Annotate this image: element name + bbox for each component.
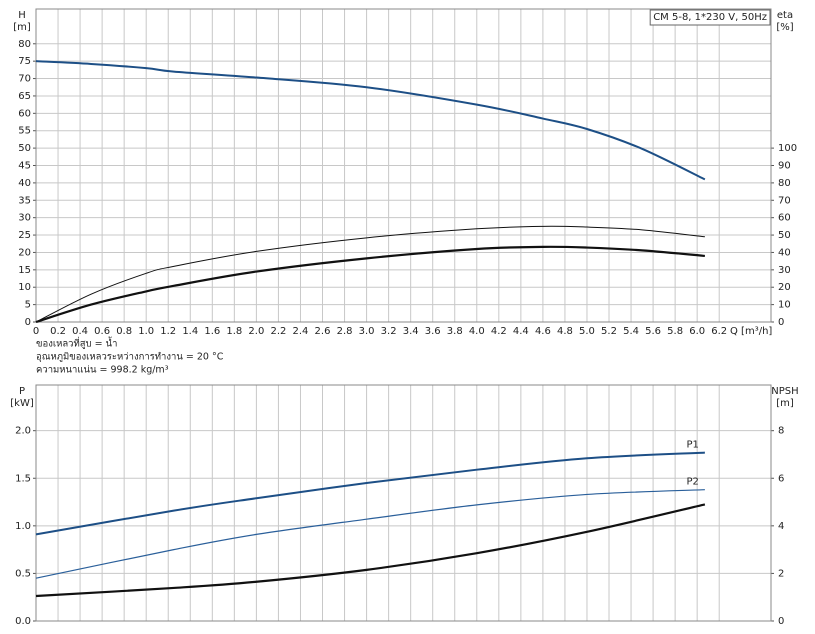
y2-tick-label: 0 bbox=[778, 317, 784, 328]
y-axis-unit: [kW] bbox=[10, 398, 34, 409]
x-axis-label: Q [m³/h] bbox=[730, 326, 772, 337]
x-tick-label: 1.6 bbox=[204, 326, 220, 337]
y-tick-label: 75 bbox=[18, 56, 31, 67]
y2-tick-label: 90 bbox=[778, 161, 791, 172]
y2-axis-label: eta bbox=[777, 10, 793, 21]
x-tick-label: 5.6 bbox=[645, 326, 661, 337]
x-tick-label: 5.4 bbox=[623, 326, 639, 337]
series-label: P1 bbox=[686, 440, 698, 451]
y-tick-label: 25 bbox=[18, 230, 31, 241]
x-tick-label: 3.8 bbox=[447, 326, 463, 337]
x-tick-label: 1.2 bbox=[160, 326, 176, 337]
y2-axis-unit: [m] bbox=[776, 398, 794, 409]
x-tick-label: 6.0 bbox=[689, 326, 705, 337]
x-tick-label: 4.0 bbox=[469, 326, 485, 337]
x-tick-label: 4.6 bbox=[535, 326, 551, 337]
y2-tick-label: 50 bbox=[778, 230, 791, 241]
curve bbox=[35, 60, 706, 181]
curve bbox=[35, 225, 705, 323]
y-tick-label: 65 bbox=[18, 91, 31, 102]
y2-tick-label: 70 bbox=[778, 195, 791, 206]
y-tick-label: 55 bbox=[18, 126, 31, 137]
y-tick-label: 1.5 bbox=[15, 473, 31, 484]
y2-tick-label: 4 bbox=[778, 521, 784, 532]
y-tick-label: 5 bbox=[25, 300, 31, 311]
y2-tick-label: 40 bbox=[778, 247, 791, 258]
x-tick-label: 4.2 bbox=[491, 326, 507, 337]
x-tick-label: 5.8 bbox=[667, 326, 683, 337]
x-tick-label: 1.8 bbox=[226, 326, 242, 337]
y-tick-label: 20 bbox=[18, 247, 31, 258]
x-tick-label: 3.0 bbox=[359, 326, 375, 337]
y2-tick-label: 10 bbox=[778, 300, 791, 311]
y2-tick-label: 0 bbox=[778, 616, 784, 627]
x-tick-label: 3.2 bbox=[381, 326, 397, 337]
y-tick-label: 70 bbox=[18, 74, 31, 85]
y-tick-label: 35 bbox=[18, 195, 31, 206]
y-tick-label: 50 bbox=[18, 143, 31, 154]
plots: 0 0.2 0.4 0.6 0.8 1.0 1.2 1.4 1.6 1.8 2.0 2.2 2.4 2.6… bbox=[10, 8, 799, 627]
chart-title: CM 5-8, 1*230 V, 50Hz bbox=[653, 12, 767, 23]
y2-tick-label: 20 bbox=[778, 282, 791, 293]
x-tick-label: 1.0 bbox=[138, 326, 154, 337]
x-tick-label: 2.4 bbox=[293, 326, 309, 337]
x-tick-label: 3.4 bbox=[403, 326, 419, 337]
y2-tick-label: 60 bbox=[778, 213, 791, 224]
y-tick-label: 45 bbox=[18, 161, 31, 172]
x-tick-label: 1.4 bbox=[182, 326, 198, 337]
x-tick-label: 4.4 bbox=[513, 326, 529, 337]
curve bbox=[35, 503, 706, 598]
curve bbox=[35, 489, 705, 579]
y2-tick-label: 6 bbox=[778, 473, 784, 484]
y-tick-label: 15 bbox=[18, 265, 31, 276]
y-axis-label: H bbox=[18, 10, 26, 21]
x-tick-label: 2.6 bbox=[315, 326, 331, 337]
y-tick-label: 30 bbox=[18, 213, 31, 224]
x-tick-label: 0.2 bbox=[50, 326, 66, 337]
y-tick-label: 0 bbox=[25, 317, 31, 328]
x-tick-label: 3.6 bbox=[425, 326, 441, 337]
x-tick-label: 2.8 bbox=[337, 326, 353, 337]
y2-tick-label: 80 bbox=[778, 178, 791, 189]
x-tick-label: 0.4 bbox=[72, 326, 88, 337]
y-tick-label: 60 bbox=[18, 108, 31, 119]
curve bbox=[35, 451, 705, 536]
y-tick-label: 80 bbox=[18, 39, 31, 50]
x-tick-label: 6.2 bbox=[711, 326, 727, 337]
x-tick-label: 5.0 bbox=[579, 326, 595, 337]
note: อุณหภูมิของเหลวระหว่างการทำงาน = 20 °C bbox=[36, 352, 224, 363]
curve bbox=[35, 245, 705, 324]
y-tick-label: 40 bbox=[18, 178, 31, 189]
y2-tick-label: 2 bbox=[778, 568, 784, 579]
y-axis-label: P bbox=[19, 386, 25, 397]
x-tick-label: 2.2 bbox=[270, 326, 286, 337]
title-box bbox=[649, 9, 771, 26]
y2-axis-unit: [%] bbox=[776, 22, 793, 33]
plot-frame bbox=[35, 384, 772, 622]
y2-axis-label: NPSH bbox=[771, 386, 798, 397]
x-tick-label: 0 bbox=[33, 326, 39, 337]
y2-tick-label: 8 bbox=[778, 426, 784, 437]
x-tick-label: 0.6 bbox=[94, 326, 110, 337]
series-label: P2 bbox=[686, 477, 698, 488]
x-tick-label: 0.8 bbox=[116, 326, 132, 337]
y2-tick-label: 100 bbox=[778, 143, 797, 154]
note: ความหนาแน่น = 998.2 kg/m³ bbox=[36, 365, 169, 376]
y-tick-label: 2.0 bbox=[15, 426, 31, 437]
note: ของเหลวที่สูบ = น้ำ bbox=[36, 337, 117, 350]
x-tick-label: 2.0 bbox=[248, 326, 264, 337]
y2-tick-label: 30 bbox=[778, 265, 791, 276]
y-tick-label: 10 bbox=[18, 282, 31, 293]
x-tick-label: 4.8 bbox=[557, 326, 573, 337]
y-tick-label: 0.0 bbox=[15, 616, 31, 627]
x-tick-label: 5.2 bbox=[601, 326, 617, 337]
y-tick-label: 1.0 bbox=[15, 521, 31, 532]
y-axis-unit: [m] bbox=[13, 22, 31, 33]
y-tick-label: 0.5 bbox=[15, 568, 31, 579]
plot-frame bbox=[35, 8, 772, 323]
